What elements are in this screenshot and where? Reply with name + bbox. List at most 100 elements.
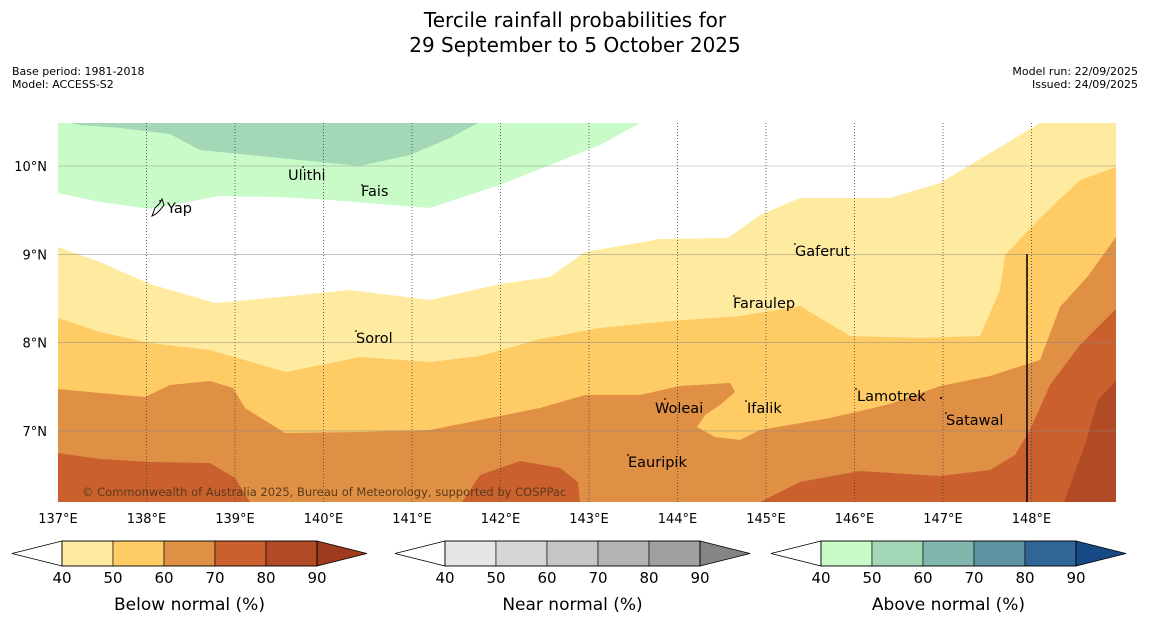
- model-run: Model run: 22/09/2025: [1012, 65, 1138, 78]
- latitude-label: 8°N: [23, 337, 48, 352]
- place-ulithi: Ulithi: [288, 168, 326, 184]
- longitude-label: 139°E: [215, 512, 255, 527]
- below-normal-70-zone: [58, 453, 250, 502]
- colorbar-1: 40 50 60 70 80 90 Near normal (%): [394, 540, 751, 615]
- colorbar-tick: 50: [862, 569, 881, 587]
- colorbar-outline: [444, 540, 701, 567]
- place-dot: [302, 166, 304, 168]
- colorbar-segment: [495, 540, 548, 567]
- place-dot: [355, 330, 357, 332]
- longitude-label: 140°E: [304, 512, 344, 527]
- colorbar-tick: 40: [52, 569, 71, 587]
- longitude-label: 148°E: [1012, 512, 1052, 527]
- colorbar-segment: [597, 540, 650, 567]
- place-fais: Fais: [361, 184, 388, 200]
- colorbar-left-extension: [770, 540, 822, 567]
- colorbar-segment: [112, 540, 165, 567]
- place-labels: Ulithi Fais Yap Gaferut Faraulep Sorol Lamotre…: [159, 166, 1003, 471]
- axis-labels: 137°E 138°E 139°E 140°E 141°E 142°E 143°E 144°E…: [14, 160, 1051, 527]
- longitude-label: 143°E: [569, 512, 609, 527]
- colorbar-tick: 60: [154, 569, 173, 587]
- colorbar-left-extension: [11, 540, 63, 567]
- place-faraulep: Faraulep: [733, 296, 795, 312]
- longitude-label: 144°E: [658, 512, 698, 527]
- probability-fill: [58, 123, 1116, 502]
- yap-island-shape: [151, 197, 165, 218]
- longitude-label: 146°E: [835, 512, 875, 527]
- map-title: Tercile rainfall probabilities for 29 Se…: [0, 8, 1150, 58]
- base-period: Base period: 1981-2018: [12, 65, 145, 78]
- latitude-label: 7°N: [23, 425, 48, 440]
- longitude-label: 137°E: [38, 512, 78, 527]
- colorbar-left-extension: [394, 540, 446, 567]
- colorbar-segment: [214, 540, 267, 567]
- colorbar-tick: 40: [811, 569, 830, 587]
- title-line-2: 29 September to 5 October 2025: [409, 33, 741, 57]
- longitude-label: 147°E: [923, 512, 963, 527]
- place-yap: Yap: [166, 201, 192, 217]
- place-dot: [745, 400, 747, 402]
- place-dot: [627, 454, 629, 456]
- colorbar-right-extension: [316, 540, 368, 567]
- copyright-notice: © Commonwealth of Australia 2025, Bureau…: [82, 485, 566, 499]
- below-normal-70-zone-central: [462, 461, 580, 502]
- colorbar-segment: [648, 540, 701, 567]
- colorbar-segment: [265, 540, 318, 567]
- colorbar-0: 40 50 60 70 80 90 Below normal (%): [11, 540, 368, 615]
- colorbar-2: 40 50 60 70 80 90 Above normal (%): [770, 540, 1127, 615]
- place-dot: [940, 397, 942, 399]
- colorbar-tick: 50: [103, 569, 122, 587]
- colorbar-tick: 90: [690, 569, 709, 587]
- colorbar-outline: [820, 540, 1077, 567]
- colorbar-segment: [973, 540, 1026, 567]
- longitude-label: 145°E: [746, 512, 786, 527]
- colorbar-tick: 80: [256, 569, 275, 587]
- colorbar-tick: 80: [639, 569, 658, 587]
- longitude-label: 141°E: [392, 512, 432, 527]
- colorbar-segment: [444, 540, 497, 567]
- title-line-1: Tercile rainfall probabilities for: [423, 8, 727, 32]
- colorbar-label: Above normal (%): [872, 595, 1025, 615]
- place-eauripik: Eauripik: [628, 455, 687, 471]
- graticule: [58, 123, 1116, 502]
- colorbar-label: Below normal (%): [114, 595, 265, 615]
- meta-right: Model run: 22/09/2025 Issued: 24/09/2025: [1012, 65, 1138, 91]
- colorbar-segment: [1024, 540, 1077, 567]
- place-dot: [664, 398, 666, 400]
- longitude-label: 142°E: [481, 512, 521, 527]
- place-dot: [945, 412, 947, 414]
- below-normal-60-zone: [58, 237, 1116, 502]
- colorbar-tick: 40: [435, 569, 454, 587]
- place-dot: [794, 243, 796, 245]
- colorbar-segment: [871, 540, 924, 567]
- longitude-label: 138°E: [127, 512, 167, 527]
- model-name: Model: ACCESS-S2: [12, 78, 114, 91]
- colorbar-segment: [922, 540, 975, 567]
- below-normal-80-zone: [1064, 381, 1116, 502]
- colorbar-tick: 60: [537, 569, 556, 587]
- colorbar-tick: 80: [1015, 569, 1034, 587]
- colorbar-segment: [820, 540, 873, 567]
- latitude-label: 9°N: [23, 248, 48, 263]
- place-lamotrek: Lamotrek: [857, 389, 926, 405]
- colorbar-tick: 90: [307, 569, 326, 587]
- colorbar-tick: 50: [486, 569, 505, 587]
- place-dot: [733, 295, 735, 297]
- place-sorol: Sorol: [356, 331, 393, 347]
- latitude-label: 10°N: [14, 160, 47, 175]
- place-woleai: Woleai: [655, 401, 703, 417]
- place-gaferut: Gaferut: [795, 244, 850, 260]
- colorbar-tick: 70: [964, 569, 983, 587]
- colorbar-segment: [163, 540, 216, 567]
- colorbar-segment: [546, 540, 599, 567]
- colorbar-tick: 70: [205, 569, 224, 587]
- colorbar-segment: [61, 540, 114, 567]
- colorbar-right-extension: [1075, 540, 1127, 567]
- colorbar-right-extension: [699, 540, 751, 567]
- meta-left: Base period: 1981-2018 Model: ACCESS-S2: [12, 65, 144, 91]
- colorbar-tick: 90: [1066, 569, 1085, 587]
- place-dot: [361, 184, 363, 186]
- place-dot: [855, 388, 857, 390]
- colorbar-label: Near normal (%): [502, 595, 642, 615]
